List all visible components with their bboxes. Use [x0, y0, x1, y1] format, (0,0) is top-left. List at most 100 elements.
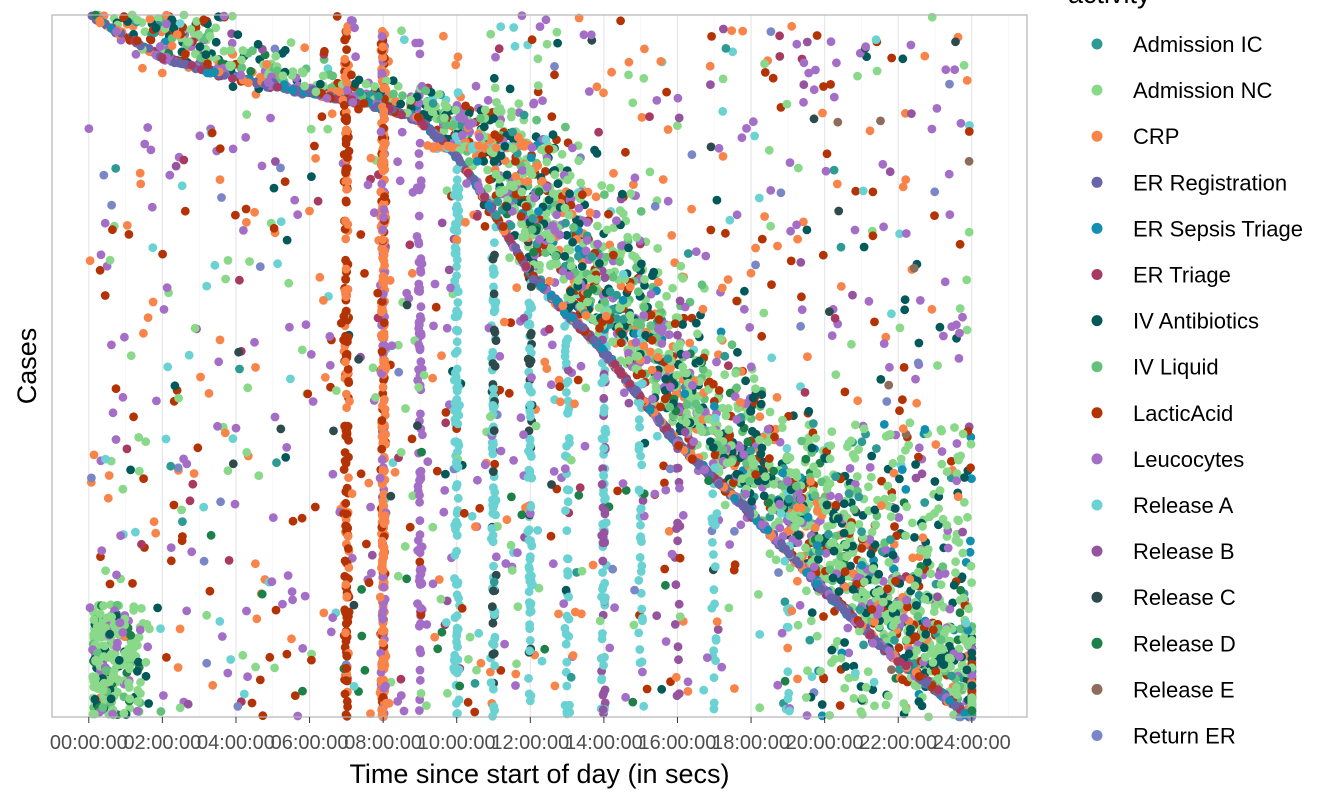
- data-point: [414, 257, 424, 267]
- data-point: [516, 413, 526, 423]
- data-point: [887, 665, 896, 674]
- data-point: [143, 123, 153, 132]
- data-point: [166, 461, 176, 471]
- data-point: [345, 397, 354, 406]
- data-point: [513, 548, 522, 558]
- data-point: [930, 211, 939, 221]
- data-point: [242, 606, 251, 616]
- data-point: [342, 711, 352, 721]
- data-point: [108, 408, 118, 418]
- data-point: [149, 517, 159, 527]
- data-point: [479, 122, 489, 132]
- data-point: [937, 459, 947, 469]
- data-point: [282, 649, 292, 659]
- data-point: [717, 662, 727, 672]
- data-point: [343, 177, 353, 186]
- data-point: [343, 702, 352, 712]
- data-point: [362, 539, 371, 549]
- data-point: [111, 384, 121, 394]
- data-point: [501, 559, 511, 568]
- data-point: [341, 275, 351, 284]
- data-point: [272, 458, 281, 468]
- data-point: [801, 454, 811, 464]
- data-point: [537, 656, 547, 666]
- data-point: [921, 652, 930, 662]
- data-point: [143, 642, 153, 652]
- data-point: [664, 526, 674, 536]
- data-point: [464, 157, 474, 166]
- data-point: [177, 181, 187, 191]
- data-point: [199, 502, 209, 512]
- data-point: [719, 24, 728, 34]
- data-point: [667, 231, 677, 240]
- data-point: [638, 496, 648, 506]
- data-point: [574, 490, 584, 500]
- data-point: [356, 469, 366, 479]
- data-point: [606, 183, 615, 193]
- data-point: [861, 682, 871, 692]
- data-point: [966, 561, 976, 571]
- data-point: [323, 124, 333, 134]
- data-point: [827, 658, 836, 668]
- data-point: [504, 388, 514, 398]
- data-point: [251, 662, 260, 672]
- data-point: [823, 522, 832, 531]
- data-point: [562, 611, 572, 621]
- data-point: [257, 161, 267, 171]
- data-point: [491, 52, 500, 62]
- data-point: [864, 482, 873, 492]
- data-point: [494, 44, 504, 54]
- data-point: [554, 609, 563, 619]
- data-point: [507, 492, 516, 502]
- data-point: [483, 184, 493, 193]
- data-point: [745, 323, 755, 332]
- data-point: [450, 437, 460, 447]
- data-point: [717, 283, 727, 293]
- data-point: [678, 362, 687, 372]
- data-point: [819, 612, 828, 621]
- data-point: [636, 588, 646, 598]
- data-point: [824, 529, 833, 539]
- data-point: [107, 612, 116, 622]
- data-point: [879, 420, 889, 429]
- data-point: [135, 168, 145, 178]
- data-point: [405, 240, 415, 250]
- data-point: [535, 22, 545, 31]
- data-point: [541, 167, 550, 176]
- data-point: [306, 124, 316, 134]
- data-point: [907, 109, 916, 118]
- data-point: [177, 505, 187, 515]
- data-point: [120, 332, 129, 342]
- data-point: [440, 486, 450, 495]
- data-point: [877, 476, 886, 486]
- data-point: [173, 463, 183, 473]
- data-point: [228, 82, 238, 92]
- data-point: [489, 289, 499, 299]
- data-point: [937, 447, 947, 456]
- data-point: [483, 95, 493, 105]
- data-point: [637, 113, 647, 122]
- data-point: [434, 575, 444, 584]
- data-point: [287, 587, 297, 597]
- data-point: [836, 242, 846, 252]
- data-point: [577, 566, 587, 576]
- data-point: [599, 393, 609, 403]
- data-point: [749, 374, 759, 383]
- data-point: [416, 689, 426, 698]
- data-point: [945, 604, 955, 614]
- data-point: [783, 643, 793, 653]
- data-point: [214, 357, 224, 367]
- data-point: [128, 579, 137, 588]
- data-point: [137, 539, 146, 549]
- data-point: [652, 611, 662, 620]
- data-point: [241, 204, 251, 214]
- data-point: [896, 454, 906, 464]
- data-point: [851, 186, 861, 196]
- data-point: [175, 703, 185, 713]
- data-point: [585, 208, 595, 218]
- data-point: [430, 632, 440, 642]
- data-point: [615, 303, 625, 313]
- data-point: [609, 168, 618, 178]
- data-point: [710, 450, 720, 460]
- data-point: [723, 275, 733, 284]
